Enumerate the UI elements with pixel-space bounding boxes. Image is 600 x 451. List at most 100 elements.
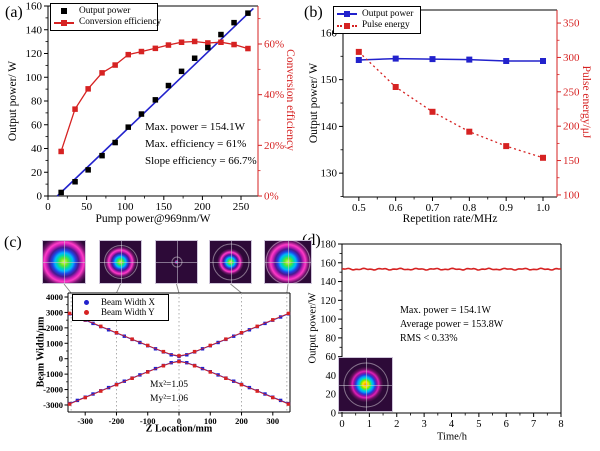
svg-text:0: 0 (45, 201, 51, 213)
legend-label: Beam Width X (101, 296, 155, 307)
svg-text:40: 40 (31, 143, 43, 155)
svg-text:8: 8 (558, 419, 563, 430)
svg-text:0: 0 (59, 354, 63, 364)
beam-profile-image-1 (42, 240, 86, 284)
a-annotation-slope-efficiency: Slope efficiency = 66.7% (145, 155, 257, 167)
svg-text:120: 120 (320, 296, 336, 307)
a-ylabel-right: Conversion efficiency (284, 49, 296, 151)
b-xlabel: Repetition rate/MHz (402, 213, 498, 225)
svg-text:0.9: 0.9 (499, 202, 513, 214)
svg-text:40%: 40% (264, 89, 284, 101)
d-annotation-rms: RMS < 0.33% (400, 333, 458, 344)
beam-profile-image-3 (155, 240, 198, 284)
legend-label: Conversion efficiency (79, 16, 162, 27)
svg-text:80: 80 (326, 333, 337, 344)
svg-text:40: 40 (326, 371, 337, 382)
svg-text:0: 0 (339, 419, 344, 430)
svg-text:4000: 4000 (46, 292, 63, 302)
red-dotted-square-marker-icon (337, 21, 357, 30)
beam-profile-image-2 (99, 240, 142, 284)
panel-a-chart: 0 20 40 60 80 100 120 140 160 0 50 100 150 200 250 0% 20… (26, 1, 285, 214)
c-legend: Beam Width X Beam Width Y (72, 294, 169, 321)
svg-text:0.8: 0.8 (462, 202, 476, 214)
svg-text:50: 50 (81, 201, 93, 213)
svg-text:4: 4 (449, 419, 455, 430)
svg-text:-2000: -2000 (43, 385, 63, 395)
beam-ring-icon (343, 362, 388, 407)
svg-text:20: 20 (31, 167, 43, 179)
d-xlabel: Time/h (437, 431, 467, 443)
svg-text:-300: -300 (77, 416, 93, 426)
svg-text:-200: -200 (109, 416, 125, 426)
svg-text:300: 300 (563, 52, 580, 64)
panel-label-b: (b) (304, 4, 323, 21)
svg-text:140: 140 (321, 121, 338, 133)
svg-text:60: 60 (31, 119, 43, 131)
svg-text:200: 200 (235, 416, 248, 426)
svg-text:60%: 60% (264, 39, 284, 51)
svg-text:-3000: -3000 (43, 400, 63, 410)
a-xlabel: Pump power@969nm/W (95, 213, 211, 225)
svg-text:160: 160 (26, 1, 43, 13)
beam-ring-icon (171, 256, 182, 268)
svg-text:0%: 0% (264, 191, 279, 203)
svg-text:180: 180 (320, 240, 336, 251)
svg-text:3: 3 (422, 419, 427, 430)
c-legend-beam-width-x: Beam Width X (76, 296, 165, 307)
svg-text:6: 6 (504, 419, 509, 430)
svg-text:250: 250 (563, 86, 580, 98)
svg-text:150: 150 (156, 201, 173, 213)
blue-line-square-marker-icon (337, 10, 357, 19)
black-square-marker-icon (54, 7, 74, 16)
svg-text:150: 150 (563, 155, 580, 167)
a-legend: Output power Conversion efficiency (50, 3, 162, 31)
svg-text:0: 0 (37, 191, 43, 203)
beam-ring-icon (103, 245, 138, 279)
svg-text:100: 100 (117, 201, 134, 213)
svg-text:350: 350 (563, 18, 580, 30)
panel-d-chart: 0 20 40 60 80 100 120 140 160 180 0 1 2 3 4 5 6 7 8 (320, 240, 563, 431)
b-legend: Output power Pulse energy (333, 6, 421, 34)
a-annotation-max-power: Max. power = 154.1W (145, 121, 245, 133)
svg-text:7: 7 (531, 419, 536, 430)
svg-text:140: 140 (26, 24, 43, 36)
red-line-square-marker-icon (54, 18, 74, 27)
b-ylabel-right: Pulse energy/μJ (580, 65, 592, 139)
red-dot-marker-icon (76, 308, 96, 317)
b-ylabel-left: Output power/ W (308, 62, 320, 144)
svg-text:-100: -100 (140, 416, 156, 426)
svg-text:150: 150 (321, 74, 338, 86)
svg-text:0.6: 0.6 (389, 202, 403, 214)
crosshair-icon (64, 241, 65, 283)
panel-label-c: (c) (4, 234, 22, 251)
svg-text:140: 140 (320, 277, 336, 288)
legend-label: Output power (362, 8, 414, 19)
beam-profile-image-4 (209, 240, 252, 284)
svg-text:130: 130 (321, 168, 338, 180)
beam-ring-icon (212, 243, 249, 281)
c-xlabel: Z Location/mm (145, 423, 213, 435)
svg-text:1: 1 (367, 419, 372, 430)
svg-text:2: 2 (394, 419, 399, 430)
svg-text:0.7: 0.7 (426, 202, 440, 214)
svg-text:100: 100 (26, 72, 43, 84)
svg-text:1000: 1000 (46, 338, 63, 348)
beam-ring-icon (265, 239, 311, 285)
beam-profile-inset (338, 357, 393, 412)
svg-text:0: 0 (177, 416, 181, 426)
svg-text:160: 160 (320, 258, 336, 269)
svg-text:20: 20 (326, 390, 337, 401)
d-annotation-average-power: Average power = 153.8W (400, 319, 504, 330)
c-ylabel: Beam Width/μm (35, 316, 47, 388)
legend-label: Output power (79, 5, 131, 16)
beam-profile-image-5 (264, 239, 312, 285)
svg-text:100: 100 (320, 315, 336, 326)
c-annotation-mx2: Mx²=1.05 (150, 380, 189, 390)
b-legend-output-power: Output power (337, 8, 417, 19)
svg-text:-1000: -1000 (43, 369, 63, 379)
svg-text:100: 100 (204, 416, 217, 426)
c-legend-beam-width-y: Beam Width Y (76, 308, 165, 317)
